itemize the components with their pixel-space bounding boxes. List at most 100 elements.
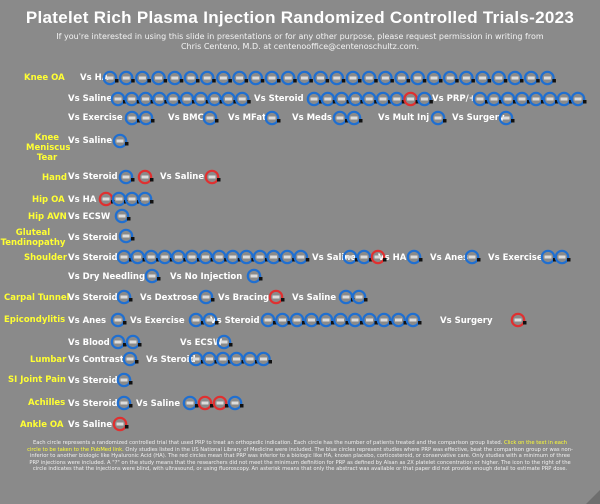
trial-circle[interactable] bbox=[116, 372, 133, 388]
trial-circle[interactable] bbox=[110, 91, 127, 107]
trial-circle[interactable] bbox=[417, 91, 433, 107]
trial-circle[interactable] bbox=[348, 91, 364, 107]
vs-label-shoulder-steroid[interactable]: Vs Steroid bbox=[68, 253, 118, 263]
vs-label-knee-mfat[interactable]: Vs MFat bbox=[228, 113, 267, 123]
vs-label-shoulder-no-injection[interactable]: Vs No Injection bbox=[170, 272, 243, 282]
trial-circle[interactable] bbox=[188, 312, 205, 328]
vs-label-hand-saline[interactable]: Vs Saline bbox=[160, 172, 205, 182]
trial-circle[interactable] bbox=[289, 312, 306, 328]
trial-circle[interactable] bbox=[362, 312, 378, 328]
trial-circle[interactable] bbox=[118, 70, 135, 86]
trial-circle[interactable] bbox=[116, 395, 133, 411]
vs-label-shoulder-dry-needling[interactable]: Vs Dry Needling bbox=[68, 272, 146, 282]
vs-label-epi-ecsw[interactable]: Vs ECSW bbox=[180, 338, 223, 348]
vs-label-knee-ha[interactable]: Vs HA bbox=[80, 73, 109, 83]
trial-circle[interactable] bbox=[498, 110, 515, 126]
trial-circle[interactable] bbox=[410, 70, 427, 86]
trial-circle[interactable] bbox=[225, 249, 242, 265]
trial-circle[interactable] bbox=[124, 91, 141, 107]
trial-circle[interactable] bbox=[356, 249, 373, 265]
vs-label-shoulder-exercise[interactable]: Vs Exercise bbox=[488, 253, 543, 263]
trial-circle[interactable] bbox=[248, 70, 265, 86]
trial-circle[interactable] bbox=[293, 249, 310, 265]
trial-circle[interactable] bbox=[475, 70, 492, 86]
vs-label-epi-surgery[interactable]: Vs Surgery bbox=[440, 316, 493, 326]
trial-circle[interactable] bbox=[333, 312, 349, 328]
trial-circle[interactable] bbox=[157, 249, 174, 265]
trial-circle[interactable] bbox=[361, 91, 378, 107]
trial-circle[interactable] bbox=[125, 334, 142, 350]
trial-circle[interactable] bbox=[346, 110, 363, 126]
trial-circle[interactable] bbox=[216, 70, 232, 86]
trial-circle[interactable] bbox=[472, 91, 489, 107]
trial-circle[interactable] bbox=[318, 312, 335, 328]
trial-circle[interactable] bbox=[260, 312, 277, 328]
trial-circle[interactable] bbox=[361, 70, 378, 86]
trial-circle[interactable] bbox=[376, 312, 393, 328]
trial-circle[interactable] bbox=[171, 249, 187, 265]
trial-circle[interactable] bbox=[122, 351, 139, 367]
trial-circle[interactable] bbox=[554, 249, 571, 265]
trial-circle[interactable] bbox=[510, 312, 527, 328]
trial-circle[interactable] bbox=[464, 249, 481, 265]
trial-circle[interactable] bbox=[345, 70, 362, 86]
trial-circle[interactable] bbox=[491, 70, 508, 86]
trial-circle[interactable] bbox=[370, 249, 387, 265]
trial-circle[interactable] bbox=[197, 395, 214, 411]
trial-circle[interactable] bbox=[500, 91, 517, 107]
trial-circle[interactable] bbox=[234, 91, 251, 107]
vs-label-knee-surgery[interactable]: Vs Surgery bbox=[452, 113, 505, 123]
trial-circle[interactable] bbox=[102, 70, 119, 86]
trial-circle[interactable] bbox=[540, 249, 557, 265]
trial-circle[interactable] bbox=[268, 289, 285, 305]
vs-label-knee-bmc[interactable]: Vs BMC bbox=[168, 113, 204, 123]
trial-circle[interactable] bbox=[507, 70, 524, 86]
trial-circle[interactable] bbox=[514, 91, 531, 107]
vs-label-lumbar-steroid[interactable]: Vs Steroid bbox=[146, 355, 196, 365]
trial-circle[interactable] bbox=[304, 312, 320, 328]
trial-circle[interactable] bbox=[221, 91, 237, 107]
trial-circle[interactable] bbox=[165, 91, 182, 107]
trial-circle[interactable] bbox=[182, 395, 199, 411]
trial-circle[interactable] bbox=[183, 70, 200, 86]
vs-label-lumbar-contrast[interactable]: Vs Contrast bbox=[68, 355, 124, 365]
trial-circle[interactable] bbox=[342, 249, 359, 265]
trial-circle[interactable] bbox=[138, 91, 155, 107]
trial-circle[interactable] bbox=[426, 70, 443, 86]
vs-label-knee-prp[interactable]: Vs PRP/+ bbox=[432, 94, 476, 104]
trial-circle[interactable] bbox=[167, 70, 184, 86]
vs-label-knee-mult-inj[interactable]: Vs Mult Inj bbox=[378, 113, 430, 123]
trial-circle[interactable] bbox=[275, 312, 291, 328]
vs-label-hip-ha[interactable]: Vs HA bbox=[68, 195, 97, 205]
vs-label-hand-steroid[interactable]: Vs Steroid bbox=[68, 172, 118, 182]
trial-circle[interactable] bbox=[264, 110, 281, 126]
trial-circle[interactable] bbox=[320, 91, 337, 107]
trial-circle[interactable] bbox=[266, 249, 283, 265]
trial-circle[interactable] bbox=[116, 289, 133, 305]
trial-circle[interactable] bbox=[391, 312, 407, 328]
trial-circle[interactable] bbox=[204, 169, 221, 185]
trial-circle[interactable] bbox=[256, 351, 272, 367]
trial-circle[interactable] bbox=[202, 312, 219, 328]
trial-circle[interactable] bbox=[394, 70, 411, 86]
trial-circle[interactable] bbox=[334, 91, 351, 107]
trial-circle[interactable] bbox=[329, 70, 346, 86]
trial-circle[interactable] bbox=[211, 249, 228, 265]
vs-label-epi-steroid[interactable]: Vs Steroid bbox=[210, 316, 260, 326]
trial-circle[interactable] bbox=[442, 70, 459, 86]
trial-circle[interactable] bbox=[459, 70, 475, 86]
trial-circle[interactable] bbox=[143, 249, 160, 265]
trial-circle[interactable] bbox=[306, 91, 323, 107]
trial-circle[interactable] bbox=[118, 228, 135, 244]
trial-circle[interactable] bbox=[110, 312, 127, 328]
trial-circle[interactable] bbox=[144, 268, 161, 284]
trial-circle[interactable] bbox=[114, 208, 131, 224]
vs-label-gluteal-steroid[interactable]: Vs Steroid bbox=[68, 233, 118, 243]
trial-circle[interactable] bbox=[430, 110, 447, 126]
trial-circle[interactable] bbox=[347, 312, 364, 328]
trial-circle[interactable] bbox=[179, 91, 196, 107]
vs-label-shoulder-anes[interactable]: Vs Anes bbox=[430, 253, 469, 263]
trial-circle[interactable] bbox=[116, 249, 133, 265]
vs-label-carpal-steroid[interactable]: Vs Steroid bbox=[68, 293, 118, 303]
pubmed-link-note[interactable]: Click on the text in each circle to be t… bbox=[27, 440, 568, 453]
